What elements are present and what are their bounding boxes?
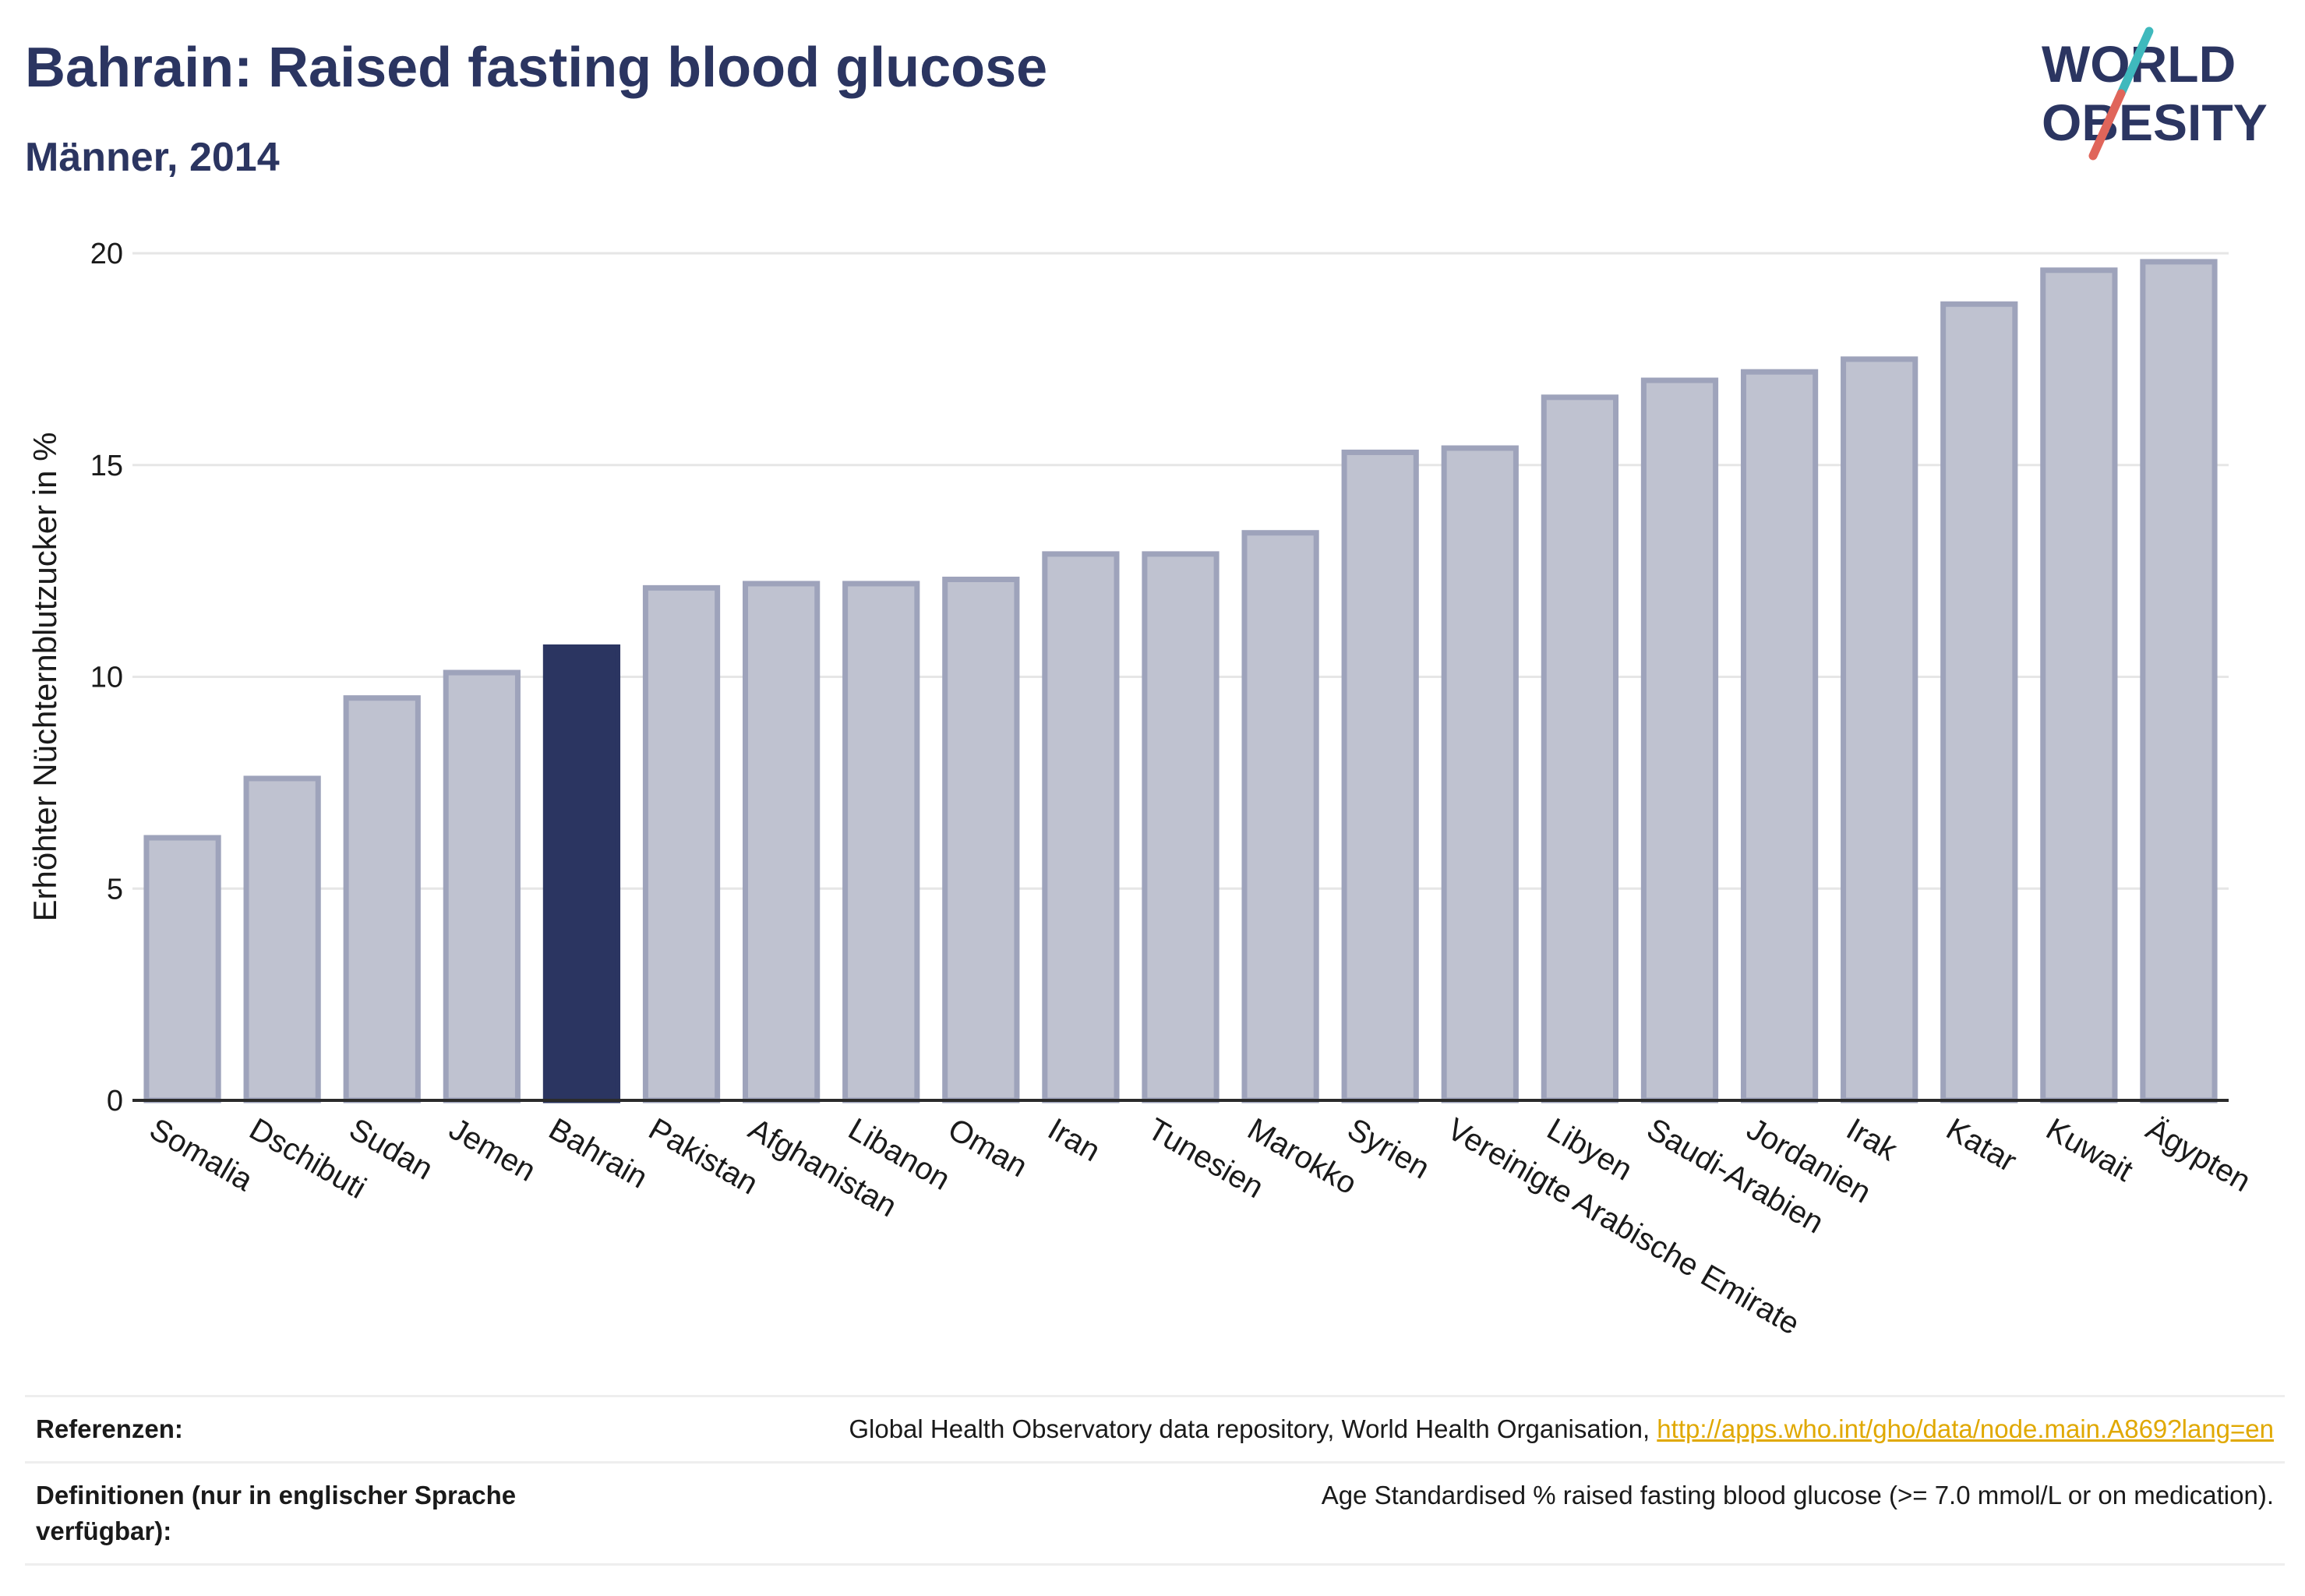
bar-irak[interactable] — [1841, 356, 1918, 1103]
y-tick-label: 10 — [90, 662, 123, 694]
bar-oman[interactable] — [942, 576, 1020, 1103]
y-tick-label: 0 — [107, 1085, 123, 1118]
definitions-row: Definitionen (nur in englischer Sprache … — [25, 1461, 2285, 1566]
chart-title: Bahrain: Raised fasting blood glucose — [25, 37, 1048, 99]
references-value: Global Health Observatory data repositor… — [849, 1411, 2274, 1447]
bar-libyen[interactable] — [1541, 394, 1618, 1103]
bar-afghanistan[interactable] — [743, 581, 821, 1103]
x-tick-label: Katar — [1940, 1112, 2022, 1179]
logo-line2: OBESITY — [2042, 94, 2268, 151]
y-tick-label: 5 — [107, 873, 123, 906]
references-row: Referenzen: Global Health Observatory da… — [25, 1395, 2285, 1461]
definitions-label: Definitionen (nur in englischer Sprache … — [36, 1481, 517, 1545]
world-obesity-logo: WORLD OBESITY — [2042, 26, 2268, 161]
bar-dschibuti[interactable] — [243, 775, 321, 1103]
y-tick-label: 15 — [90, 450, 123, 482]
x-tick-label: Jemen — [443, 1112, 542, 1188]
bar-pakistan[interactable] — [642, 584, 721, 1103]
x-tick-label: Somalia — [144, 1112, 259, 1199]
bar-vereinigte-arabische-emirate[interactable] — [1441, 445, 1519, 1103]
y-axis-label: Erhöhter Nüchternblutzucker in % — [26, 433, 63, 922]
x-tick-label: Pakistan — [643, 1112, 764, 1202]
bar-kuwait[interactable] — [2040, 267, 2118, 1103]
bar-jordanien[interactable] — [1740, 369, 1819, 1103]
bar-ägypten[interactable] — [2140, 259, 2218, 1103]
logo-slash-teal — [2116, 26, 2154, 98]
x-tick-label: Iran — [1042, 1112, 1106, 1169]
references-link[interactable]: http://apps.who.int/gho/data/node.main.A… — [1657, 1414, 2274, 1443]
bar-libanon[interactable] — [842, 581, 920, 1103]
bar-syrien[interactable] — [1341, 449, 1419, 1103]
y-tick-label: 20 — [90, 238, 123, 270]
bar-katar[interactable] — [1940, 301, 2018, 1103]
logo-slash-red — [2088, 89, 2126, 161]
bar-jemen[interactable] — [443, 669, 521, 1103]
chart-subtitle: Männer, 2014 — [25, 135, 280, 180]
bars — [143, 259, 2218, 1103]
x-tick-label: Bahrain — [543, 1112, 653, 1195]
x-tick-label: Kuwait — [2040, 1112, 2138, 1188]
bar-tunesien[interactable] — [1142, 551, 1220, 1103]
bar-saudi-arabien[interactable] — [1640, 377, 1719, 1103]
definitions-value: Age Standardised % raised fasting blood … — [1321, 1481, 2274, 1509]
bar-bahrain[interactable] — [542, 644, 621, 1103]
x-tick-label: Ägypten — [2140, 1112, 2256, 1199]
x-tick-label: Irak — [1841, 1112, 1904, 1168]
bar-sudan[interactable] — [343, 695, 421, 1103]
references-text: Global Health Observatory data repositor… — [849, 1414, 1657, 1443]
bar-marokko[interactable] — [1241, 530, 1319, 1103]
references-label: Referenzen: — [36, 1414, 183, 1443]
x-tick-label: Oman — [942, 1112, 1032, 1185]
references-table: Referenzen: Global Health Observatory da… — [25, 1395, 2285, 1566]
bar-iran[interactable] — [1042, 551, 1120, 1103]
y-tick-labels: 0 5 10 15 20 — [90, 238, 123, 1118]
bar-somalia[interactable] — [143, 835, 221, 1103]
